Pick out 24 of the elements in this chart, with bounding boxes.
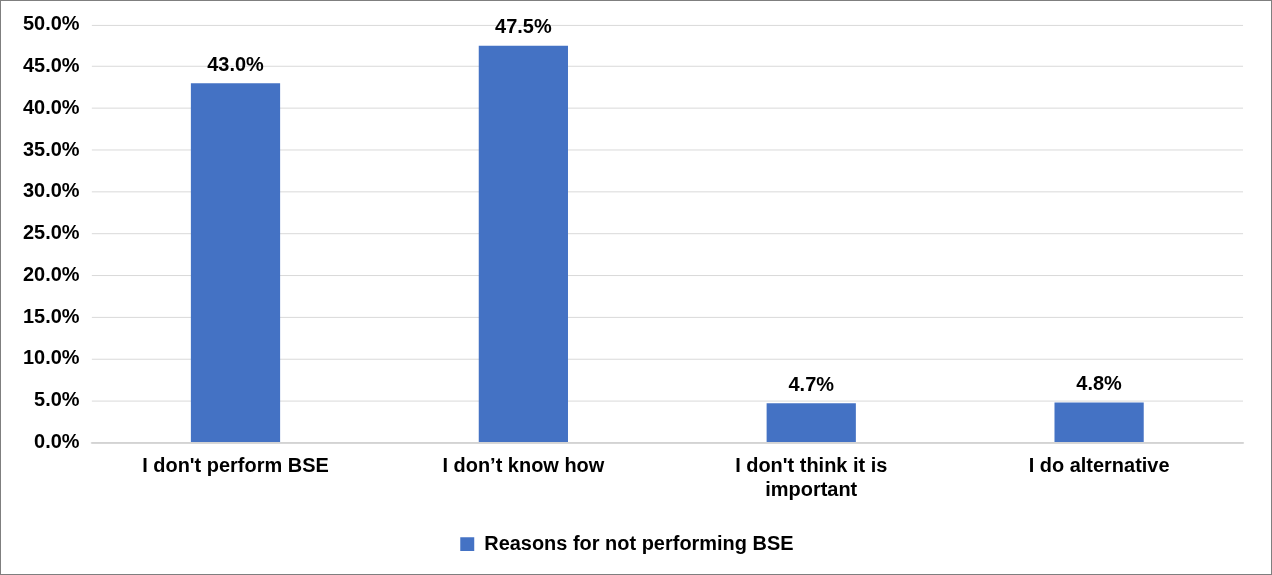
y-tick-label: 5.0%	[34, 388, 80, 411]
y-tick-label: 15.0%	[22, 304, 80, 327]
bar	[190, 83, 281, 442]
x-tick-label: I don't think it is important	[735, 453, 888, 500]
bar	[478, 45, 568, 442]
y-tick-label: 35.0%	[22, 137, 80, 160]
y-tick-label: 45.0%	[22, 54, 80, 77]
x-tick-label: I don't perform BSE	[142, 453, 329, 476]
y-tick-label: 20.0%	[22, 262, 80, 285]
y-tick-label: 40.0%	[22, 95, 80, 118]
x-tick-label: I don’t know how	[442, 453, 605, 476]
y-tick-label: 25.0%	[22, 221, 80, 244]
y-tick-label: 10.0%	[22, 346, 80, 369]
data-label: 4.8%	[1076, 371, 1123, 394]
y-tick-label: 0.0%	[34, 429, 80, 452]
legend-label: Reasons for not performing BSE	[484, 531, 794, 554]
y-tick-label: 30.0%	[22, 179, 80, 202]
data-label: 43.0%	[207, 52, 265, 75]
bar	[1054, 402, 1144, 442]
y-tick-label: 50.0%	[22, 12, 80, 35]
data-label: 4.7%	[788, 372, 835, 395]
x-tick-label: I do alternative	[1028, 453, 1170, 476]
bar	[766, 403, 856, 442]
data-label: 47.5%	[495, 15, 552, 38]
